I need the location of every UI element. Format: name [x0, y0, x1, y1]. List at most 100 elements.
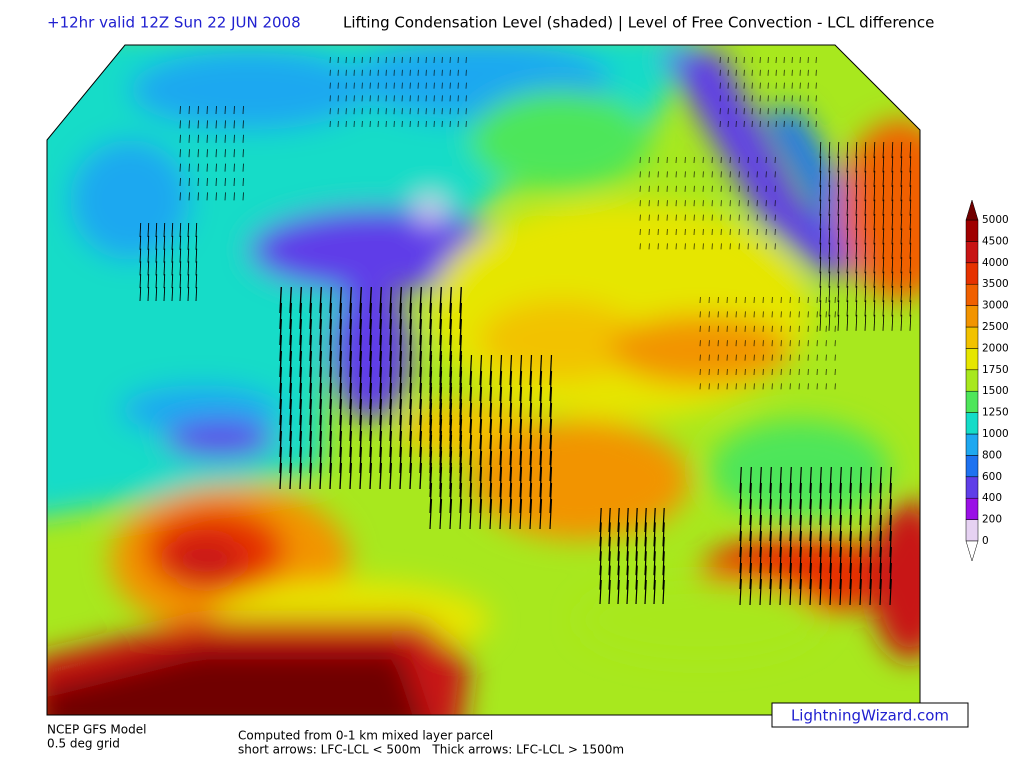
wind-arrow: [359, 366, 362, 394]
wind-arrow: [139, 261, 142, 276]
wind-arrow: [179, 248, 182, 263]
wind-arrow: [837, 314, 840, 331]
wind-arrow: [759, 482, 762, 510]
wind-arrow: [864, 257, 867, 274]
wind-arrow: [329, 366, 332, 394]
wind-arrow: [329, 318, 332, 346]
wind-arrow: [139, 235, 142, 250]
wind-arrow: [900, 228, 903, 245]
wind-arrow: [662, 579, 665, 605]
wind-arrow: [749, 498, 752, 526]
wind-arrow: [635, 551, 638, 576]
wind-arrow: [549, 498, 553, 530]
wind-arrow: [829, 578, 832, 606]
wind-arrow: [869, 530, 872, 558]
wind-arrow: [799, 530, 802, 558]
wind-arrow: [873, 242, 876, 259]
wind-arrow: [891, 314, 894, 331]
wind-arrow: [539, 466, 543, 498]
wind-arrow: [900, 285, 903, 303]
wind-arrow: [409, 366, 412, 394]
wind-arrow: [837, 271, 840, 288]
wind-arrow: [549, 450, 553, 482]
wind-arrow: [882, 213, 885, 231]
wind-arrow: [739, 562, 742, 590]
wind-arrow: [419, 350, 422, 378]
wind-arrow: [855, 228, 858, 245]
wind-arrow: [789, 498, 792, 526]
wind-arrow: [779, 482, 782, 510]
wind-arrow: [179, 261, 182, 276]
wind-arrow: [519, 370, 523, 402]
wind-arrow: [419, 286, 422, 314]
map: [47, 45, 920, 715]
wind-arrow: [539, 354, 543, 386]
wind-arrow: [617, 579, 620, 605]
map-title: Lifting Condensation Level (shaded) | Le…: [343, 14, 934, 32]
wind-arrow: [187, 261, 190, 276]
wind-arrow: [909, 271, 912, 288]
wind-arrow: [155, 274, 158, 289]
wind-arrow: [635, 507, 638, 533]
wind-arrow: [459, 466, 463, 498]
wind-arrow: [828, 242, 831, 259]
wind-arrow: [846, 271, 849, 288]
wind-arrow: [449, 386, 453, 418]
wind-arrow: [399, 350, 402, 378]
wind-arrow: [349, 350, 352, 378]
wind-arrow: [369, 286, 372, 314]
wind-arrow: [369, 414, 372, 442]
wind-arrow: [339, 302, 342, 330]
wind-arrow: [882, 185, 885, 202]
wind-arrow: [399, 430, 402, 458]
wind-arrow: [869, 466, 872, 494]
wind-arrow: [891, 199, 894, 216]
wind-arrow: [769, 482, 772, 510]
wind-arrow: [819, 530, 822, 558]
wind-arrow: [849, 482, 852, 510]
wind-arrow: [187, 286, 190, 302]
wind-arrow: [439, 450, 443, 482]
wind-arrow: [759, 498, 762, 526]
wind-arrow: [900, 300, 903, 317]
wind-arrow: [799, 466, 802, 494]
wind-arrow: [909, 242, 912, 259]
wind-arrow: [379, 446, 382, 474]
wind-arrow: [329, 462, 332, 490]
wind-arrow: [299, 430, 302, 458]
wind-arrow: [839, 562, 842, 590]
colorbar-box: [965, 390, 979, 413]
wind-arrow: [662, 522, 665, 547]
wind-arrow: [171, 274, 174, 289]
wind-arrow: [329, 398, 332, 426]
wind-arrow: [399, 382, 402, 410]
wind-arrow: [459, 418, 463, 450]
wind-arrow: [891, 141, 894, 159]
wind-arrow: [864, 141, 867, 159]
colorbar-box: [965, 369, 979, 392]
wind-arrow: [539, 370, 543, 402]
wind-arrow: [819, 466, 822, 494]
wind-arrow: [849, 546, 852, 574]
wind-arrow: [779, 562, 782, 590]
wind-arrow: [749, 482, 752, 510]
wind-arrow: [459, 434, 463, 466]
wind-arrow: [529, 498, 533, 530]
wind-arrow: [873, 257, 876, 274]
wind-arrow: [909, 213, 912, 231]
wind-arrow: [819, 185, 822, 202]
wind-arrow: [479, 418, 483, 450]
site-link[interactable]: LightningWizard.com: [791, 707, 949, 725]
wind-arrow: [499, 434, 503, 466]
wind-arrow: [289, 286, 292, 314]
wind-arrow: [499, 354, 503, 386]
wind-arrow: [379, 382, 382, 410]
wind-arrow: [869, 514, 872, 542]
wind-arrow: [139, 248, 142, 263]
colorbar-label: 4000: [982, 257, 1009, 269]
wind-arrow: [900, 141, 903, 159]
colorbar-label: 4500: [982, 235, 1009, 247]
wind-arrow: [489, 466, 493, 498]
wind-arrow: [882, 228, 885, 245]
wind-arrow: [779, 498, 782, 526]
